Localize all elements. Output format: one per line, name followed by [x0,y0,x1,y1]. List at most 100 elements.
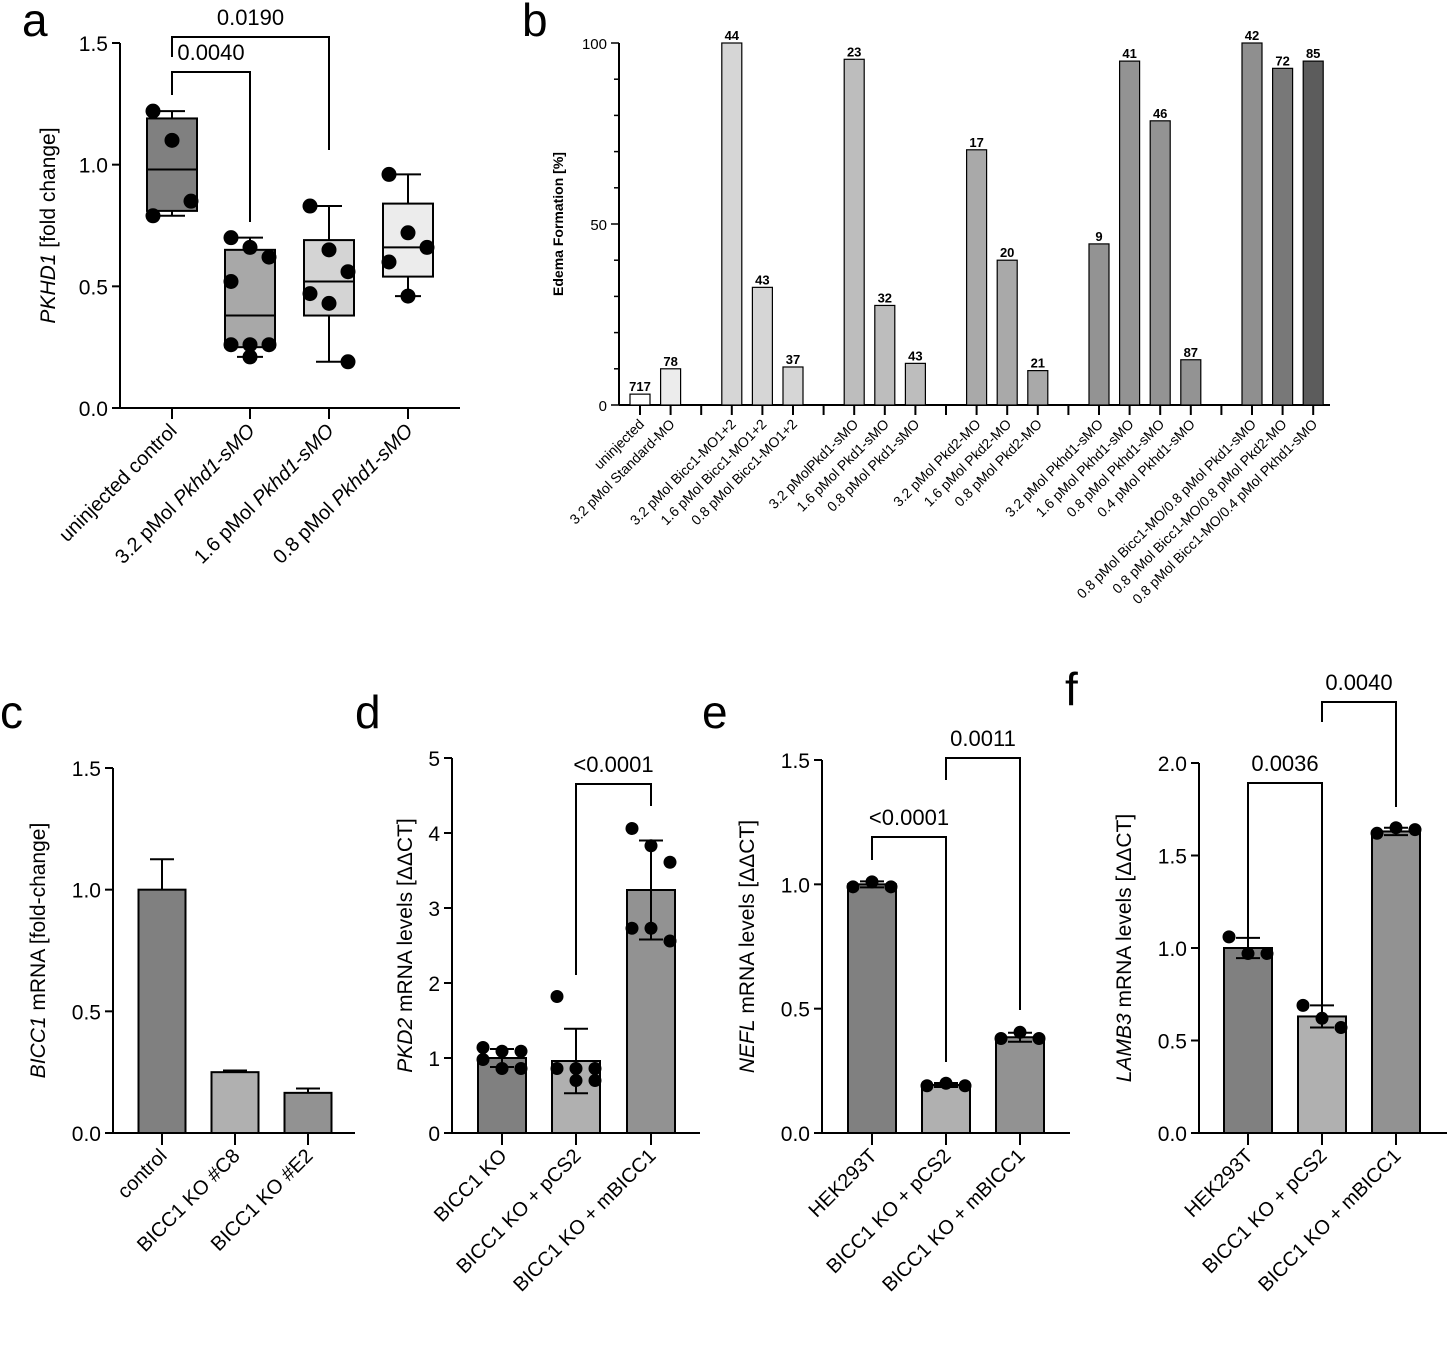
data-point [302,286,318,302]
y-tick-label: 1.0 [79,155,108,178]
bar-group [210,1069,260,1134]
bar-group [476,1041,528,1134]
panel-c: c 0.0 0.5 1.0 1.5 BICC1 mRNA [fold-change] con… [0,686,355,1256]
data-point [145,103,161,119]
y-axis-title-rest: mRNA [fold-change] [27,823,50,1017]
bar [1297,1015,1347,1135]
box-group [381,166,435,304]
data-point [261,249,277,265]
box [224,248,276,349]
x-category-label-part: BICC1 KO + pCS2 [452,1145,585,1278]
bar [904,362,927,406]
significance-bracket [945,757,1021,1010]
y-axis-title: PKD2 mRNA levels [ΔΔCT] [394,818,417,1072]
y-tick-label: 4 [428,823,440,846]
p-value-label: <0.0001 [573,752,653,777]
data-point [644,839,658,853]
bar-group [625,822,677,1134]
data-point [321,295,337,311]
bar [921,1084,971,1134]
x-category-label: BICC1 KO + pCS2 [1198,1145,1331,1278]
y-tick-label: 0.0 [79,398,108,421]
bar [210,1071,260,1134]
data-point [242,349,258,365]
panel-letter: e [702,686,728,738]
bar-group [994,1025,1046,1134]
x-category-label: BICC1 KO + mBICC1 [509,1145,660,1296]
y-axis-title: NEFL mRNA levels [ΔΔCT] [736,820,759,1073]
bar-group [1370,821,1422,1134]
data-point [994,1032,1008,1046]
x-category-label: HEK293T [1181,1145,1258,1222]
bar [1118,60,1141,406]
x-category-label: BICC1 KO + pCS2 [452,1145,585,1278]
data-point [261,337,277,353]
bar-group [283,1087,333,1134]
data-point [663,855,677,869]
x-category-label: HEK293T [805,1145,882,1222]
x-category-label-part: HEK293T [1181,1145,1258,1222]
data-point [514,1062,528,1075]
y-axis-title: LAMB3 mRNA levels [ΔΔCT] [1113,814,1136,1082]
data-point [242,239,258,255]
data-point [223,230,239,246]
y-axis-title-gene: BICC1 [27,1016,50,1078]
data-point [1260,947,1274,961]
data-point [588,1074,602,1087]
data-point [1389,821,1403,835]
panel-letter: b [522,0,548,46]
data-point [569,1062,583,1075]
box-group [145,103,199,224]
bar-group [846,875,898,1134]
significance-bracket [171,71,251,222]
y-tick-label: 0.0 [781,1123,810,1146]
x-category-label-part: 3.2 pMol [111,495,185,569]
bar [751,286,774,406]
bar [1271,67,1294,406]
n-count-label: 43 [755,272,769,287]
y-axis-title-gene: PKHD1 [37,254,60,324]
n-count-label: 17 [969,135,983,150]
data-point [400,288,416,304]
y-tick-label: 2.0 [1158,753,1187,776]
bar [996,259,1018,406]
y-tick-label: 2 [428,973,440,996]
data-point [381,166,397,182]
data-point [340,354,356,370]
x-category-label: control [114,1145,172,1203]
data-point [495,1044,509,1058]
panel-letter: f [1065,663,1078,715]
data-point [1296,998,1310,1012]
x-category-label-part: BICC1 KO + mBICC1 [1254,1145,1405,1296]
data-point [164,132,180,148]
y-axis-title: BICC1 mRNA [fold-change] [27,823,50,1079]
data-point [550,990,564,1003]
y-tick-label: 0.5 [781,999,810,1022]
bar [1027,370,1049,406]
data-point [550,1062,564,1075]
data-point [1222,930,1236,944]
data-point [476,1041,490,1054]
bar [843,58,865,406]
panel-letter: d [355,686,381,738]
bar-group [137,858,187,1135]
y-axis-title-rest: mRNA levels [ΔΔCT] [394,818,417,1018]
data-point [588,1062,602,1075]
y-axis-title-rest: mRNA levels [ΔΔCT] [736,820,759,1020]
y-axis-title-rest: mRNA levels [ΔΔCT] [1113,814,1136,1014]
bar [629,393,651,406]
bar [721,42,743,406]
n-count-label: 41 [1122,46,1136,61]
n-count-label: 23 [847,44,861,59]
significance-bracket [1247,782,1323,1025]
bar [659,368,682,406]
data-point [476,1053,490,1066]
bar [995,1036,1045,1134]
data-point [223,273,239,289]
data-point [884,880,898,894]
x-category-label: BICC1 KO + mBICC1 [878,1145,1029,1296]
x-category-label: BICC1 KO + mBICC1 [1254,1145,1405,1296]
bar [1223,947,1273,1134]
